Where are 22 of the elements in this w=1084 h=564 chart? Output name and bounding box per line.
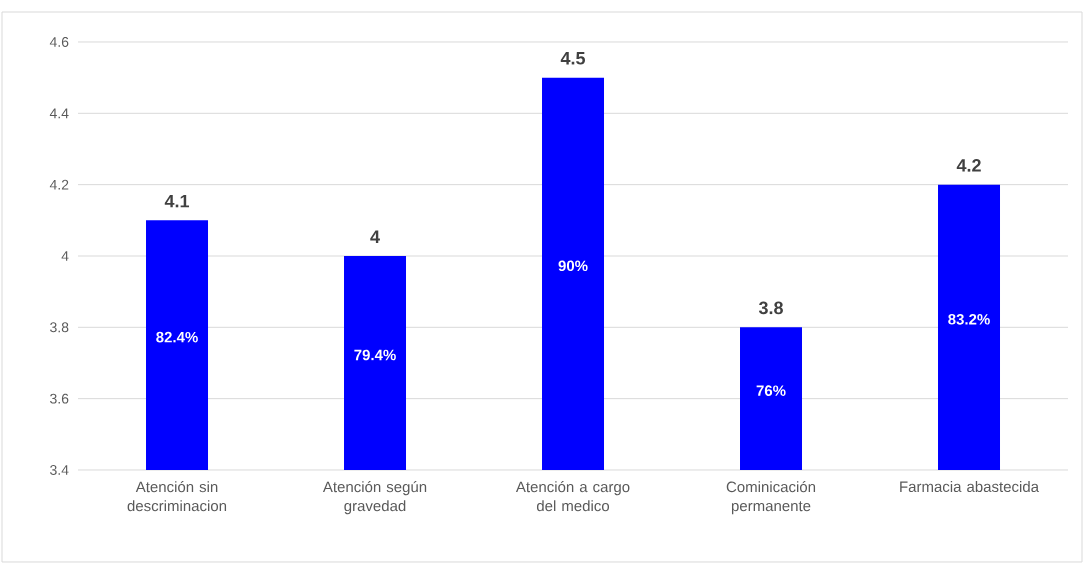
data-label: 4.1 [164,194,190,208]
y-tick-label: 3.4 [50,465,69,475]
data-label: 3.8 [758,301,783,315]
data-label: 4 [370,230,380,243]
y-tick-label: 3.8 [50,322,69,333]
x-tick-label: Atención sin descriminacion [127,481,227,512]
annotation: 76% [756,385,786,396]
x-tick-label: Farmacia abastecida [900,481,1040,493]
x-tick-label: Cominicación permanente [726,481,816,515]
x-tick-label: Atención según gravedad [322,481,427,515]
x-tick-label: Atención a cargo del medico [515,481,630,512]
data-label: 4.5 [560,52,586,65]
annotation: 90% [558,260,588,272]
data-label: 4.2 [956,159,981,172]
annotation: 82.4% [156,331,198,343]
annotation: 79.4% [354,349,396,361]
y-tick-label: 4.6 [49,37,69,47]
y-tick-label: 3.6 [50,393,69,404]
y-tick-label: 4.4 [49,108,69,119]
y-tick-label: 4 [61,251,69,261]
y-tick-label: 4.2 [49,179,69,190]
annotation: 83.2% [948,314,990,325]
